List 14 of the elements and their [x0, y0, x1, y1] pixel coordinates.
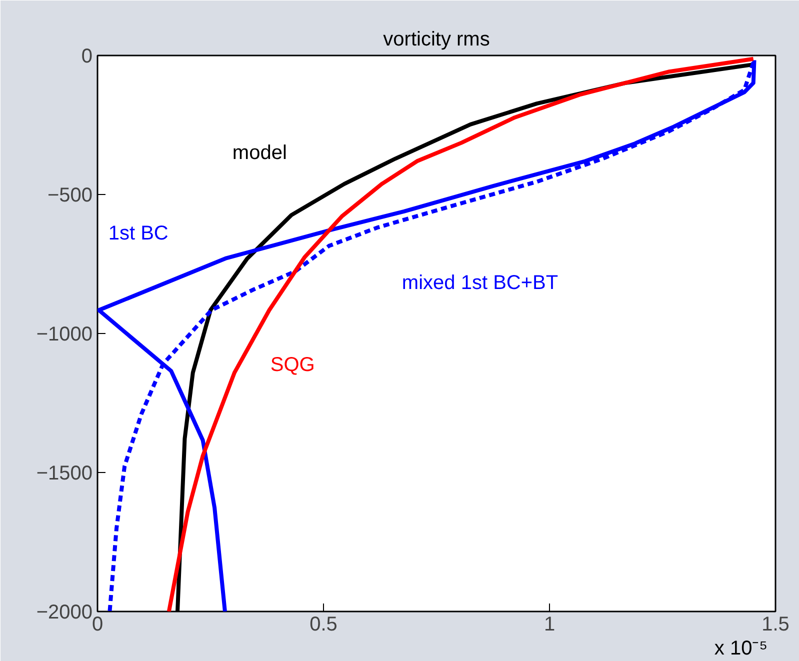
x-tick-label: 1 — [544, 614, 556, 636]
series-label: 1st BC — [108, 222, 168, 244]
text: mixed 1st BC+BT — [402, 272, 558, 294]
y-tick-label: 0 — [81, 46, 92, 68]
chart-title: vorticity rms — [383, 28, 490, 50]
y-tick-label: −1500 — [36, 462, 92, 484]
y-tick-label: −2000 — [36, 602, 92, 624]
y-tick-label: −1000 — [36, 324, 92, 346]
series-label: SQG — [270, 354, 315, 376]
y-tick-label: −500 — [47, 184, 93, 206]
x-tick-label: 0.5 — [310, 614, 338, 636]
text: model — [232, 142, 287, 164]
text: x 10⁻⁵ — [714, 638, 768, 660]
x-tick-label: 1.5 — [762, 614, 790, 636]
